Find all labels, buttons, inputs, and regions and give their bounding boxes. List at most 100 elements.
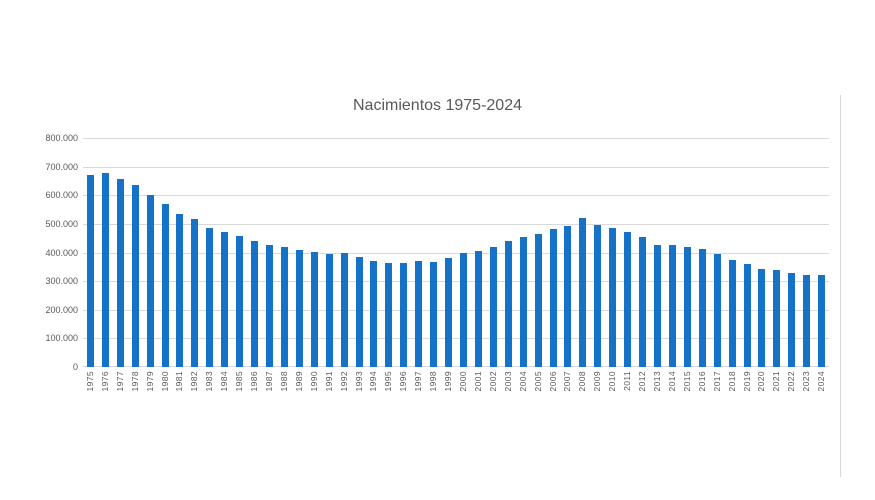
x-tick-1995: 1995: [383, 371, 394, 392]
x-tick-2001: 2001: [472, 371, 483, 392]
x-tick-2005: 2005: [532, 371, 543, 392]
bars-layer: [83, 138, 829, 367]
bar-1979: [146, 194, 154, 367]
bar-slot: [113, 138, 128, 367]
x-tick-slot: 2023: [799, 371, 814, 405]
x-tick-slot: 2007: [561, 371, 576, 405]
x-tick-2002: 2002: [487, 371, 498, 392]
gridline: [83, 138, 829, 139]
bar-2018: [728, 260, 736, 367]
bar-slot: [426, 138, 441, 367]
gridline: [83, 195, 829, 197]
y-axis: 800.000 700.000 600.000 500.000 400.000 300.0…: [10, 133, 78, 372]
bar-slot: [740, 138, 755, 367]
worksheet-gridline: [840, 95, 841, 477]
bar-1993: [355, 256, 363, 367]
x-tick-slot: 2015: [680, 371, 695, 405]
bar-1997: [415, 261, 423, 367]
x-tick-slot: 2014: [665, 371, 680, 405]
gridline: [83, 166, 829, 168]
bar-1980: [161, 203, 169, 367]
x-tick-2022: 2022: [786, 371, 797, 392]
gridline: [83, 223, 829, 225]
x-tick-slot: 2013: [650, 371, 665, 405]
x-tick-slot: 2024: [814, 371, 829, 405]
y-tick-label: 700.000: [45, 161, 78, 172]
bar-slot: [381, 138, 396, 367]
bar-2014: [668, 244, 676, 367]
x-tick-slot: 2020: [754, 371, 769, 405]
bar-slot: [531, 138, 546, 367]
bar-slot: [620, 138, 635, 367]
bar-1986: [251, 241, 259, 367]
bar-slot: [665, 138, 680, 367]
bar-slot: [262, 138, 277, 367]
bar-slot: [202, 138, 217, 367]
bar-1977: [116, 179, 124, 367]
bar-1981: [176, 214, 184, 367]
bar-2010: [609, 227, 617, 367]
bar-slot: [187, 138, 202, 367]
bar-slot: [247, 138, 262, 367]
x-tick-2000: 2000: [458, 371, 468, 392]
x-tick-slot: 1993: [352, 371, 367, 405]
x-tick-2023: 2023: [801, 371, 812, 392]
x-tick-2006: 2006: [547, 371, 558, 392]
x-tick-slot: 1989: [292, 371, 307, 405]
bar-slot: [128, 138, 143, 367]
x-tick-slot: 2012: [635, 371, 650, 405]
x-tick-slot: 2011: [620, 371, 635, 405]
bar-slot: [367, 138, 382, 367]
x-tick-slot: 2017: [710, 371, 725, 405]
x-tick-slot: 1998: [426, 371, 441, 405]
bar-slot: [471, 138, 486, 367]
gridline: [83, 366, 829, 367]
bar-2013: [653, 245, 661, 367]
x-tick-slot: 2010: [605, 371, 620, 405]
bar-2009: [594, 225, 602, 367]
bar-2008: [579, 218, 587, 367]
x-tick-1983: 1983: [204, 371, 215, 392]
x-tick-slot: 2006: [546, 371, 561, 405]
x-tick-2004: 2004: [517, 371, 528, 392]
x-tick-1978: 1978: [129, 371, 140, 392]
x-tick-1993: 1993: [353, 371, 364, 392]
bar-slot: [337, 138, 352, 367]
x-tick-slot: 2003: [501, 371, 516, 405]
bar-2019: [743, 263, 751, 367]
x-tick-2024: 2024: [816, 371, 827, 392]
x-tick-1997: 1997: [413, 371, 424, 392]
x-tick-1986: 1986: [249, 371, 260, 392]
x-tick-2015: 2015: [681, 371, 692, 392]
x-tick-slot: 1981: [173, 371, 188, 405]
x-tick-slot: 1987: [262, 371, 277, 405]
x-tick-2013: 2013: [651, 371, 662, 392]
x-tick-slot: 2001: [471, 371, 486, 405]
x-tick-slot: 2018: [725, 371, 740, 405]
bar-slot: [456, 138, 471, 367]
bar-slot: [307, 138, 322, 367]
x-tick-slot: 2002: [486, 371, 501, 405]
bar-2001: [474, 250, 482, 367]
x-tick-slot: 1982: [187, 371, 202, 405]
x-tick-1999: 1999: [443, 371, 454, 392]
x-tick-2003: 2003: [502, 371, 513, 392]
gridline: [83, 309, 829, 311]
x-tick-slot: 2008: [575, 371, 590, 405]
bar-1976: [101, 173, 109, 367]
x-tick-slot: 1984: [217, 371, 232, 405]
gridlines-layer: [83, 138, 829, 367]
x-tick-slot: 2000: [456, 371, 471, 405]
x-tick-2009: 2009: [592, 371, 603, 392]
x-tick-slot: 2009: [590, 371, 605, 405]
x-tick-slot: 2016: [695, 371, 710, 405]
bar-2023: [803, 275, 811, 367]
gridline: [83, 252, 829, 254]
plot-area: [83, 138, 829, 367]
bar-slot: [575, 138, 590, 367]
x-tick-slot: 2022: [784, 371, 799, 405]
bar-slot: [83, 138, 98, 367]
x-tick-slot: 1994: [367, 371, 382, 405]
bar-1978: [131, 184, 139, 367]
